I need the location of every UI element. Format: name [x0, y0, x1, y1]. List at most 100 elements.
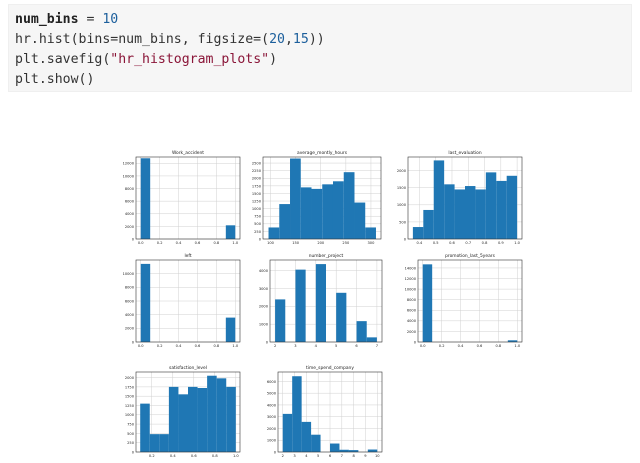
histogram-bar — [422, 264, 433, 342]
histogram-bar — [485, 172, 497, 239]
histogram-bar — [423, 209, 434, 239]
y-tick-label: 2000 — [125, 376, 135, 380]
x-tick-label: 9 — [364, 454, 367, 458]
axes-frame — [135, 371, 241, 453]
histogram-bar — [356, 321, 367, 342]
subplot-left: left 0 2000 4000 6000 8000 10000 0.0 0.2 0.4 0.6 0.… — [123, 253, 241, 348]
histogram-bar — [412, 227, 424, 239]
subplot-average-montly-hours: average_montly_hours 0 250 500 750 1000 1250 15… — [252, 150, 382, 245]
x-tick-label: 100 — [267, 241, 275, 245]
histogram-bar — [332, 181, 344, 239]
x-tick-label: 8 — [352, 454, 355, 458]
y-tick-label: 12000 — [123, 162, 135, 166]
var-name: num_bins — [15, 12, 79, 27]
x-tick-label: 0.4 — [176, 241, 182, 245]
histogram-bar — [322, 184, 333, 239]
histogram-bar — [506, 175, 518, 239]
y-tick-label: 250 — [254, 230, 262, 234]
histogram-bar — [225, 317, 236, 342]
hist-call: hr.hist(bins=num_bins, figsize=( — [15, 32, 270, 47]
axes-frame — [417, 259, 523, 343]
x-tick-label: 0.7 — [465, 241, 471, 245]
x-tick-label: 0.8 — [214, 344, 220, 348]
x-tick-label: 0.4 — [417, 241, 423, 245]
code-line-1: num_bins = 10 — [15, 11, 118, 29]
y-tick-label: 2000 — [397, 169, 407, 173]
histogram-bar — [367, 449, 378, 452]
code-line-2: hr.hist(bins=num_bins, figsize=(20,15)) — [15, 31, 325, 49]
y-tick-label: 1250 — [125, 404, 135, 408]
histogram-bar — [366, 337, 377, 342]
x-tick-label: 0.6 — [195, 344, 201, 348]
subplot-promotion-last-5years: promotion_last_5years 0 2000 4000 6000 8000 10… — [405, 253, 523, 348]
subplot-title: time_spend_company — [306, 365, 354, 371]
axes-frame — [277, 371, 383, 453]
y-tick-label: 0 — [266, 340, 269, 344]
x-tick-label: 10 — [375, 454, 380, 458]
y-tick-label: 4000 — [125, 313, 135, 317]
histogram-bar — [188, 386, 198, 452]
num-literal: 10 — [102, 12, 119, 27]
histogram-bar — [225, 225, 236, 239]
y-tick-label: 10000 — [405, 287, 417, 291]
axes-frame — [407, 156, 523, 240]
subplot-satisfaction-level: satisfaction_level 0 250 500 750 1000 1250 1500… — [125, 365, 241, 458]
histogram-bar — [465, 186, 476, 239]
x-tick-label: 0.8 — [496, 344, 502, 348]
y-tick-label: 8000 — [125, 187, 135, 191]
x-tick-label: 0.2 — [157, 344, 163, 348]
x-tick-label: 300 — [368, 241, 376, 245]
x-tick-label: 150 — [292, 241, 300, 245]
histogram-bar — [365, 227, 376, 239]
y-tick-label: 4000 — [407, 319, 417, 323]
axes-frame — [135, 259, 241, 343]
x-tick-label: 0.2 — [439, 344, 445, 348]
y-tick-label: 500 — [254, 222, 262, 226]
x-tick-label: 200 — [317, 241, 325, 245]
axes-frame — [262, 156, 382, 240]
x-tick-label: 0.4 — [176, 344, 182, 348]
y-tick-label: 1000 — [259, 323, 269, 327]
subplot-title: satisfaction_level — [169, 365, 207, 371]
y-tick-label: 0 — [132, 340, 135, 344]
histogram-bar — [336, 292, 347, 342]
x-tick-label: 0.0 — [138, 344, 144, 348]
histogram-bar — [339, 449, 349, 452]
x-tick-label: 6 — [355, 344, 358, 348]
histogram-bar — [315, 264, 326, 342]
y-tick-label: 1500 — [252, 192, 262, 196]
histogram-bar — [295, 269, 306, 342]
y-tick-label: 250 — [127, 441, 135, 445]
show-call: plt.show() — [15, 72, 95, 87]
histogram-bar — [301, 421, 312, 452]
subplot-time-spend-company: time_spend_company 0 1000 2000 3000 4000 5000 6… — [267, 365, 383, 458]
x-tick-label: 2 — [274, 344, 276, 348]
subplot-number-project: number_project 0 1000 2000 3000 4000 2 3 4 5 6 7 — [259, 253, 383, 348]
y-tick-label: 1750 — [125, 385, 135, 389]
subplot-title: average_montly_hours — [297, 150, 348, 156]
x-tick-label: 3 — [293, 454, 295, 458]
y-tick-label: 0 — [132, 450, 135, 454]
assign-op: = — [78, 12, 103, 27]
y-tick-label: 2250 — [252, 169, 262, 173]
x-tick-label: 0.8 — [212, 454, 218, 458]
histogram-bar — [159, 434, 169, 452]
code-cell[interactable]: num_bins = 10 hr.hist(bins=num_bins, fig… — [8, 4, 632, 92]
y-tick-label: 750 — [127, 422, 135, 426]
axes-frame — [269, 259, 383, 343]
y-tick-label: 1000 — [252, 207, 262, 211]
subplot-work-accident: Work_accident 0 2000 4000 6000 8000 10000 12000… — [123, 150, 241, 245]
x-tick-label: 0.8 — [214, 241, 220, 245]
histogram-bar — [140, 263, 151, 342]
x-tick-label: 7 — [376, 344, 378, 348]
close-parens: )) — [308, 32, 325, 47]
histogram-bar — [226, 386, 236, 452]
code-line-3: plt.savefig("hr_histogram_plots") — [15, 51, 277, 69]
y-tick-label: 1000 — [267, 439, 277, 443]
histogram-bar — [282, 413, 293, 452]
histogram-bar — [311, 434, 321, 452]
histogram-bar — [268, 227, 280, 239]
histogram-bar — [354, 202, 366, 239]
x-tick-label: 5 — [335, 344, 337, 348]
histogram-grid-svg: Work_accident020004000600080001000012000… — [123, 150, 523, 458]
